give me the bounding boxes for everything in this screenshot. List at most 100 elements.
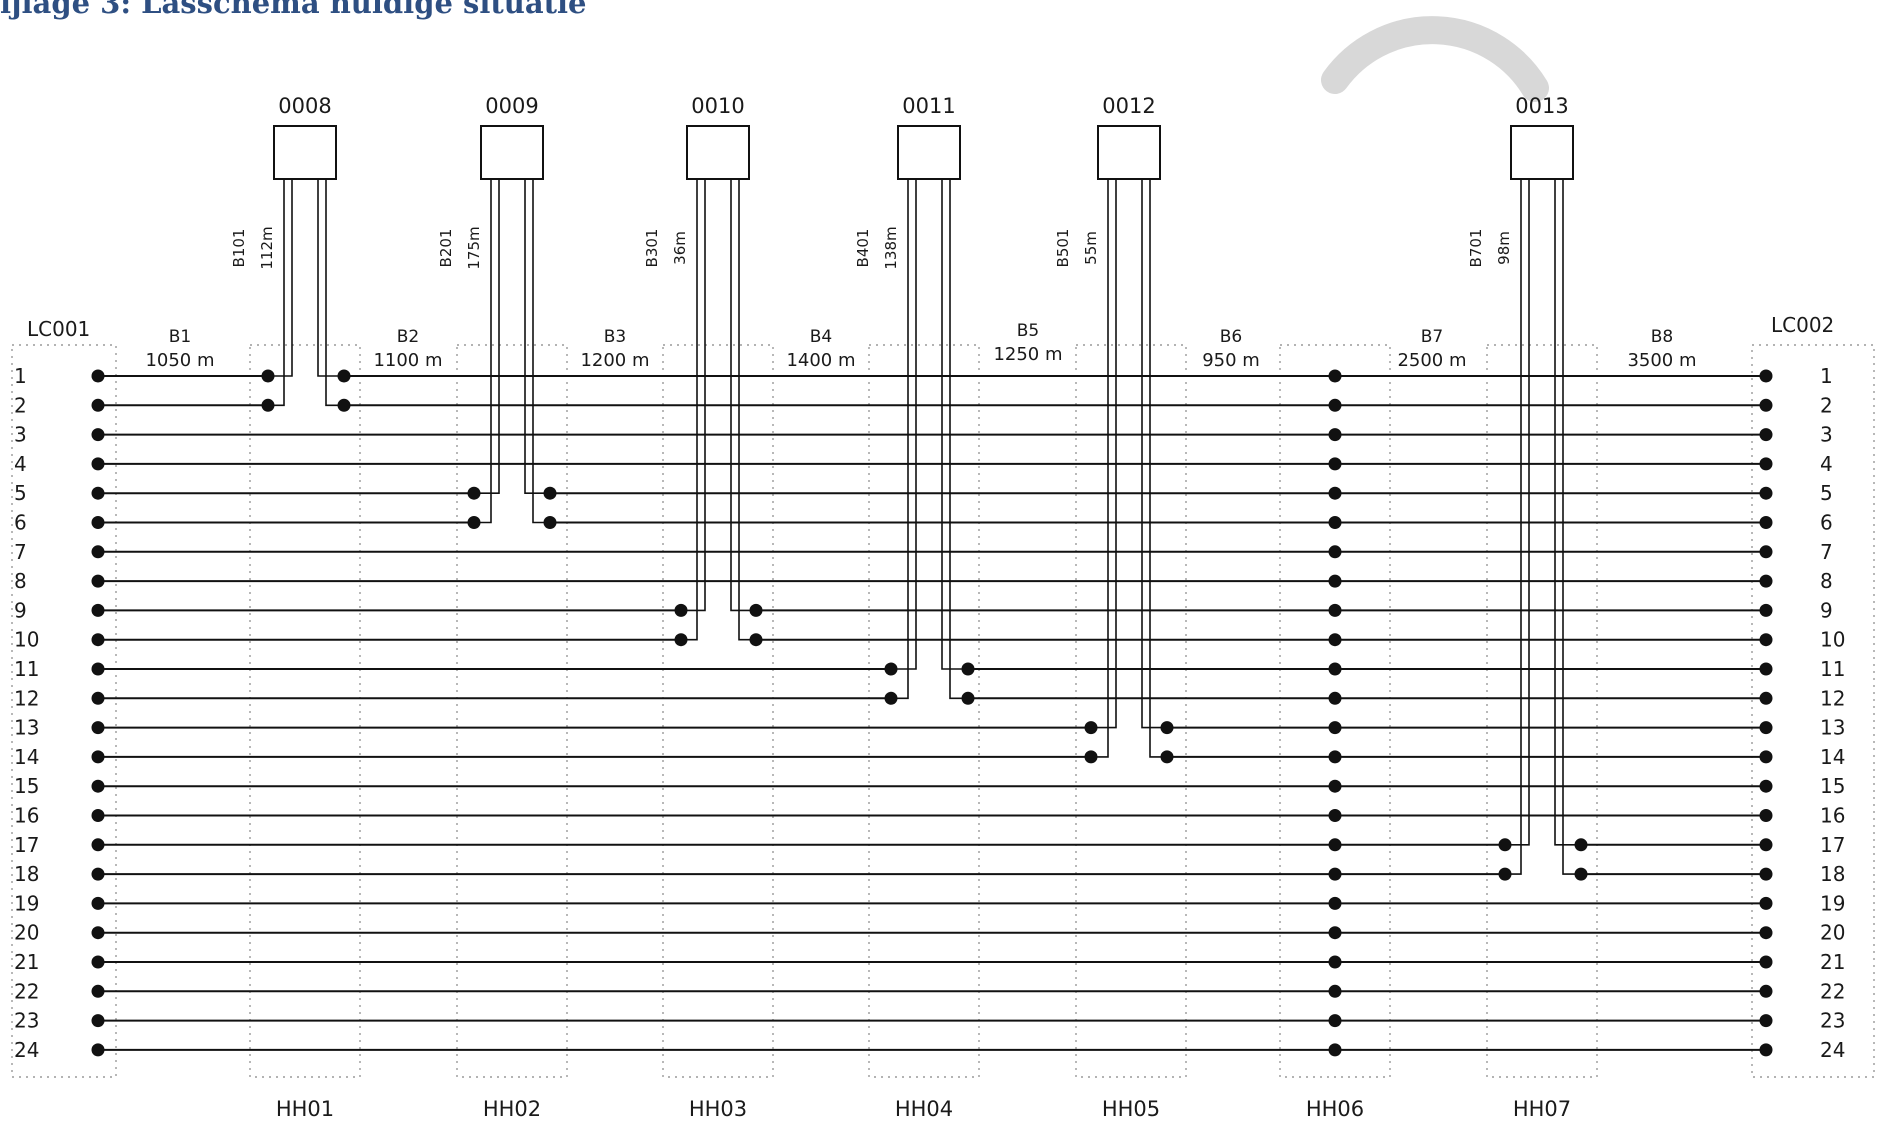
splice-dot xyxy=(91,750,105,764)
splice-dot xyxy=(1759,838,1773,852)
splice-dot xyxy=(961,691,975,705)
splice-dot xyxy=(91,1043,105,1057)
splice-dot xyxy=(91,545,105,559)
splice-dot xyxy=(1759,809,1773,822)
splice-dot xyxy=(467,486,481,500)
handhole-label: HH06 xyxy=(1306,1097,1364,1121)
splice-dot xyxy=(1328,662,1342,676)
splice-dot xyxy=(1328,633,1342,647)
segment-length-label: 950 m xyxy=(1202,350,1260,371)
fiber-number-right: 17 xyxy=(1820,833,1845,857)
splice-dot xyxy=(91,428,105,442)
splice-dot xyxy=(1498,838,1512,852)
splice-dot xyxy=(91,398,105,412)
splice-dot xyxy=(1328,896,1342,910)
fiber-number-right: 6 xyxy=(1820,511,1833,535)
fiber-number-right: 13 xyxy=(1820,716,1845,740)
splice-dot xyxy=(91,926,105,940)
fiber-number-right: 9 xyxy=(1820,598,1833,622)
site-label: 0009 xyxy=(485,94,538,118)
lc001-frame xyxy=(11,344,117,1078)
splice-dot xyxy=(1759,516,1773,529)
fiber-number-left: 18 xyxy=(14,862,39,886)
fiber-number-right: 24 xyxy=(1820,1038,1845,1062)
fiber-number-left: 14 xyxy=(14,745,39,769)
segment-length-label: 2500 m xyxy=(1397,350,1466,371)
splice-dot xyxy=(1328,428,1342,442)
splice-dot xyxy=(1759,1014,1773,1028)
segment-cable-label: B6 xyxy=(1220,327,1242,347)
segment-cable-label: B2 xyxy=(397,327,419,347)
splice-dot xyxy=(1498,867,1512,881)
splice-dot xyxy=(91,984,105,998)
handhole-label: HH07 xyxy=(1513,1097,1571,1121)
splice-dot xyxy=(674,603,688,617)
splice-dot xyxy=(91,457,105,471)
fiber-number-left: 20 xyxy=(14,921,39,945)
fiber-number-left: 15 xyxy=(14,774,39,798)
drop-fiber xyxy=(317,179,344,377)
segment-length-label: 1050 m xyxy=(145,350,214,371)
handhole-zone xyxy=(1075,344,1187,1078)
splice-dot xyxy=(91,779,105,793)
segment-length-label: 1250 m xyxy=(993,344,1062,365)
site-box xyxy=(686,125,750,180)
splice-dot xyxy=(1328,603,1342,617)
splice-dot xyxy=(91,838,105,852)
drop-length-label: 138m xyxy=(882,226,900,269)
watermark-arc xyxy=(1321,16,1549,102)
segment-cable-label: B5 xyxy=(1017,321,1039,341)
drop-fiber xyxy=(1554,179,1581,846)
fiber-number-right: 8 xyxy=(1820,569,1833,593)
splice-dot xyxy=(961,662,975,676)
fiber-number-left: 13 xyxy=(14,716,39,740)
fiber-number-left: 19 xyxy=(14,891,39,915)
site-box xyxy=(273,125,337,180)
fiber-number-right: 19 xyxy=(1820,891,1845,915)
fiber-number-right: 2 xyxy=(1820,393,1833,417)
splice-dot xyxy=(1328,486,1342,500)
fiber-number-right: 4 xyxy=(1820,452,1833,476)
drop-fiber xyxy=(730,179,756,612)
drop-cable-label: B201 xyxy=(437,229,455,268)
drop-cable-label: B401 xyxy=(854,229,872,268)
drop-fiber xyxy=(524,179,550,495)
splice-dot xyxy=(1759,428,1773,442)
splice-dot xyxy=(1759,662,1773,676)
drop-fiber xyxy=(738,179,756,641)
splice-dot xyxy=(1328,867,1342,881)
fiber-number-left: 6 xyxy=(14,511,27,535)
drop-fiber xyxy=(532,179,550,524)
drop-cable-label: B101 xyxy=(230,229,248,268)
fiber-number-left: 5 xyxy=(14,481,27,505)
fiber-number-right: 20 xyxy=(1820,921,1845,945)
fiber-number-left: 9 xyxy=(14,598,27,622)
splice-dot xyxy=(674,633,688,647)
splice-dot xyxy=(1328,984,1342,998)
splice-dot xyxy=(1759,486,1773,500)
site-label: 0012 xyxy=(1102,94,1155,118)
splice-dot xyxy=(91,574,105,588)
drop-fiber xyxy=(941,179,968,670)
splice-dot xyxy=(1328,398,1342,412)
fiber-number-left: 7 xyxy=(14,540,27,564)
splice-dot xyxy=(1328,457,1342,471)
drop-fiber xyxy=(1562,179,1581,875)
splice-dot xyxy=(261,369,275,383)
fiber-number-left: 2 xyxy=(14,393,27,417)
splice-dot xyxy=(884,691,898,705)
splice-dot xyxy=(1759,545,1773,559)
splice-dot xyxy=(91,1014,105,1028)
splice-dot xyxy=(1328,574,1342,588)
fiber-number-right: 22 xyxy=(1820,979,1845,1003)
splice-dot xyxy=(1759,457,1773,471)
handhole-zone xyxy=(868,344,980,1078)
segment-cable-label: B1 xyxy=(169,327,191,347)
drop-fiber xyxy=(474,179,500,495)
fiber-number-left: 11 xyxy=(14,657,39,681)
fiber-number-right: 1 xyxy=(1820,364,1833,388)
handhole-zone xyxy=(1486,344,1598,1078)
lc002-label: LC002 xyxy=(1771,313,1834,337)
splice-dot xyxy=(91,896,105,910)
